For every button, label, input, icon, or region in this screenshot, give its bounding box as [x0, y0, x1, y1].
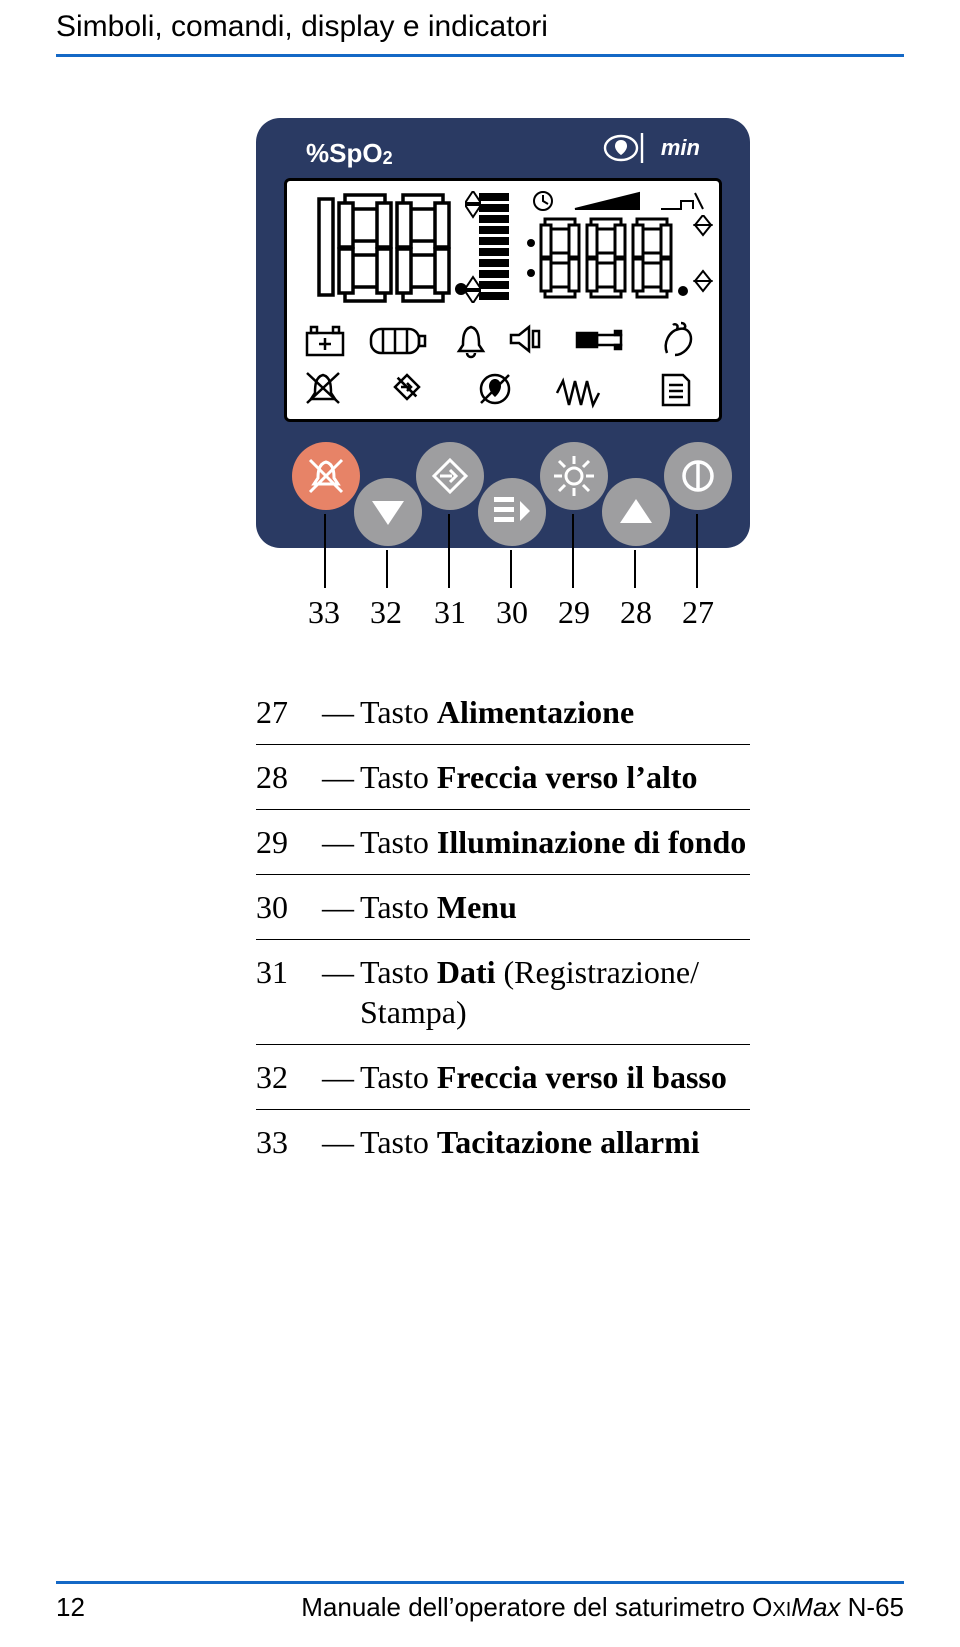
- arrow-down-button[interactable]: [354, 478, 422, 546]
- button-row: [292, 442, 722, 546]
- footer-right: Manuale dell’operatore del saturimetro O…: [301, 1592, 904, 1623]
- spo2-sub: 2: [383, 148, 393, 168]
- page-footer: 12 Manuale dell’operatore del saturimetr…: [56, 1581, 904, 1623]
- callout-num-31: 31: [434, 594, 466, 631]
- lcd-screen: [284, 178, 722, 422]
- callout-num-27: 27: [682, 594, 714, 631]
- bargraph-icon: [479, 193, 509, 303]
- legend-row-28: 28— Tasto Freccia verso l’alto: [256, 745, 750, 810]
- alarm-silence-button[interactable]: [292, 442, 360, 510]
- page-number: 12: [56, 1592, 85, 1623]
- legend-row-31: 31— Tasto Dati (Registrazione/ Stampa): [256, 940, 750, 1045]
- spo2-prefix: %SpO: [306, 138, 383, 168]
- spo2-label: %SpO2: [306, 138, 393, 169]
- footer-rule: [56, 1581, 904, 1584]
- power-button[interactable]: [664, 442, 732, 510]
- top-mini-icons: [531, 189, 711, 215]
- legend-desc: Tasto Alimentazione: [360, 692, 750, 732]
- legend-row-32: 32— Tasto Freccia verso il basso: [256, 1045, 750, 1110]
- menu-button[interactable]: [478, 478, 546, 546]
- legend-dash: —: [316, 692, 360, 732]
- footer-content: 12 Manuale dell’operatore del saturimetr…: [56, 1592, 904, 1623]
- legend-table: 27 — Tasto Alimentazione 28— Tasto Frecc…: [256, 680, 750, 1174]
- backlight-button[interactable]: [540, 442, 608, 510]
- header-rule: [56, 54, 904, 57]
- legend-row-27: 27 — Tasto Alimentazione: [256, 680, 750, 745]
- callout-number-row: 33 32 31 30 29 28 27: [256, 594, 750, 634]
- heart-pulse-icon: [597, 130, 655, 166]
- spo2-limit-indicators: [465, 191, 481, 303]
- callout-num-30: 30: [496, 594, 528, 631]
- status-icon-row-1: [303, 319, 709, 365]
- callout-num-28: 28: [620, 594, 652, 631]
- per-min-text: min: [661, 135, 700, 161]
- data-button[interactable]: [416, 442, 484, 510]
- bpm-reading: [523, 215, 715, 307]
- spo2-reading: [295, 189, 473, 309]
- page-header: Simboli, comandi, display e indicatori: [56, 10, 904, 57]
- legend-num: 27: [256, 692, 316, 732]
- callout-num-33: 33: [308, 594, 340, 631]
- callout-num-29: 29: [558, 594, 590, 631]
- power-icon: [678, 456, 718, 496]
- per-min-label: min: [597, 130, 700, 166]
- alarm-silence-icon: [306, 456, 346, 496]
- callout-num-32: 32: [370, 594, 402, 631]
- arrow-up-icon: [618, 497, 654, 527]
- device-panel: %SpO2 min: [256, 118, 750, 548]
- device-diagram: %SpO2 min: [256, 118, 750, 548]
- menu-icon: [492, 495, 532, 529]
- arrow-up-button[interactable]: [602, 478, 670, 546]
- data-icon: [430, 456, 470, 496]
- legend-row-29: 29— Tasto Illuminazione di fondo: [256, 810, 750, 875]
- backlight-icon: [552, 454, 596, 498]
- page-title: Simboli, comandi, display e indicatori: [56, 10, 904, 44]
- arrow-down-icon: [370, 497, 406, 527]
- legend-row-33: 33— Tasto Tacitazione allarmi: [256, 1110, 750, 1174]
- status-icon-row-2: [303, 369, 709, 417]
- legend-row-30: 30— Tasto Menu: [256, 875, 750, 940]
